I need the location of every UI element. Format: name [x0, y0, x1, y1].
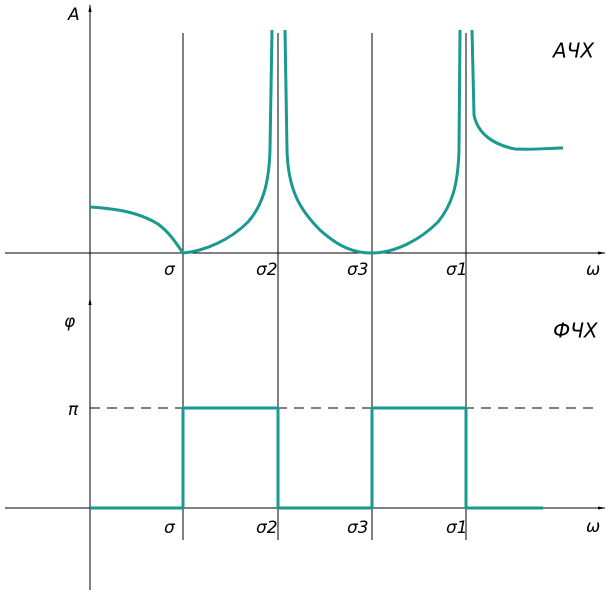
freq-mark: σ3: [347, 260, 369, 280]
guide-lines: [182, 33, 467, 540]
freq-mark: σ1: [446, 518, 468, 538]
x-label: ω: [586, 517, 600, 537]
phase-curve: [90, 406, 543, 510]
amplitude-curve: [182, 29, 274, 255]
level-label: π: [68, 400, 79, 420]
amplitude-curve: [470, 29, 564, 151]
freq-mark: σ2: [256, 518, 278, 538]
x-label: ω: [586, 260, 600, 280]
amplitude-curve: [89, 205, 185, 254]
freq-mark: σ1: [446, 260, 468, 280]
plot-title: ФЧХ: [553, 319, 599, 343]
freq-mark: σ3: [347, 518, 369, 538]
y-label: φ: [64, 312, 76, 332]
plot-title: АЧХ: [551, 39, 595, 63]
freq-mark: σ: [164, 260, 176, 280]
freq-mark: σ2: [256, 260, 278, 280]
freq-mark: σ: [164, 518, 176, 538]
amplitude-curve: [283, 29, 462, 255]
y-label: A: [67, 5, 80, 25]
